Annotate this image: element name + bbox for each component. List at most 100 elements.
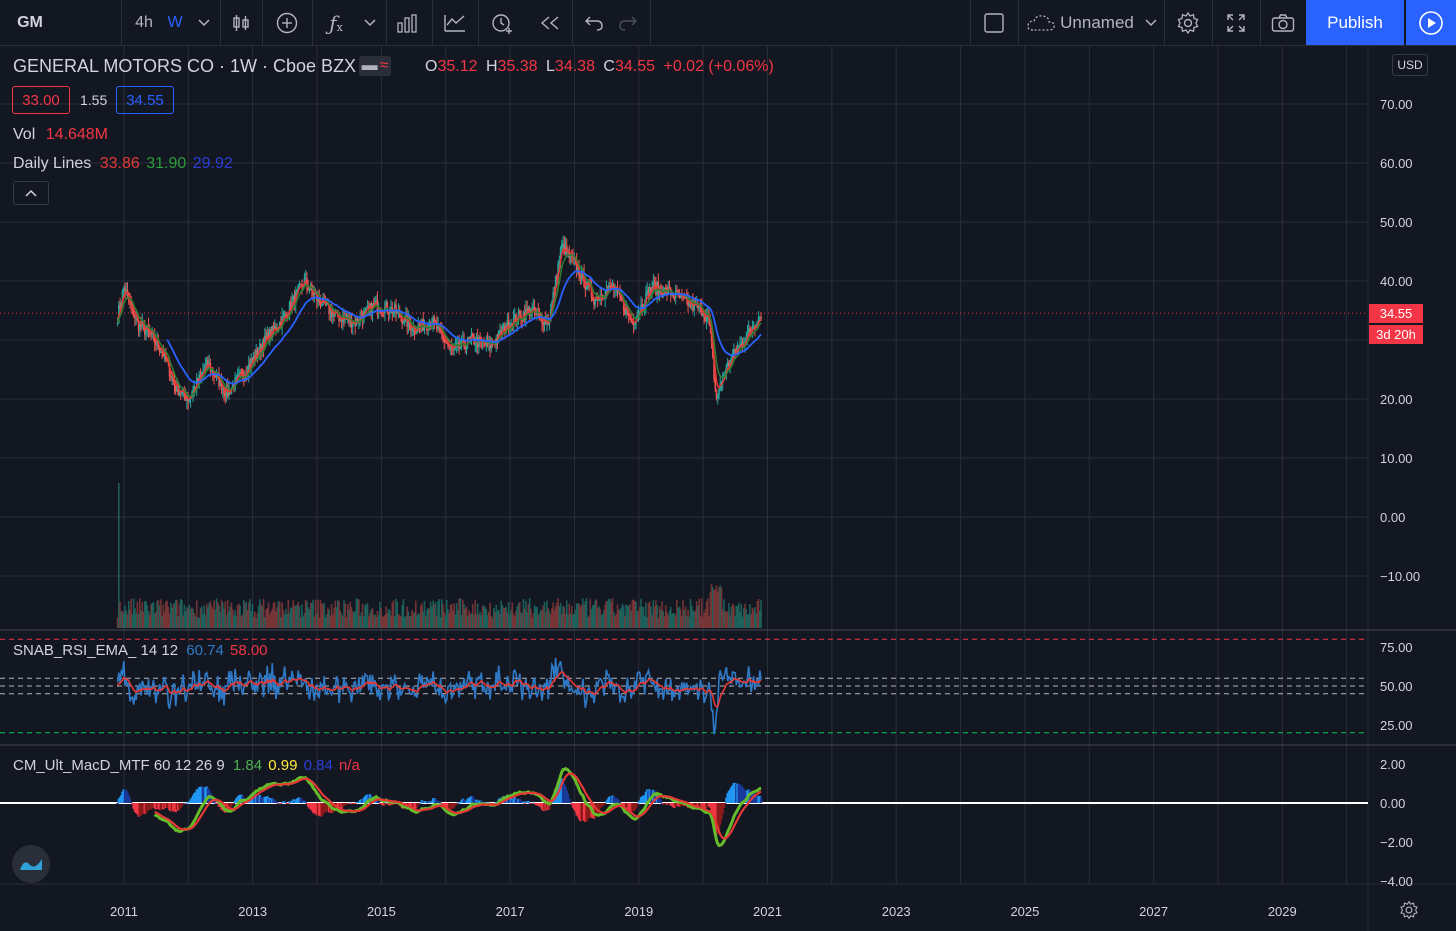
macd-histogram-bar: [146, 803, 149, 811]
candle-body: [436, 323, 438, 330]
chevron-down-icon[interactable]: [1142, 0, 1160, 45]
volume-bar: [392, 600, 395, 628]
volume-bar: [401, 605, 403, 628]
macd-histogram-bar: [443, 803, 446, 808]
candle-body: [693, 301, 696, 311]
macd-histogram-bar: [733, 782, 737, 803]
volume-bar: [122, 613, 125, 628]
interval-w-button[interactable]: W: [167, 13, 183, 31]
candle-body: [704, 316, 707, 321]
candle-body: [386, 302, 389, 313]
candle-body: [591, 297, 594, 301]
candle-body: [173, 380, 176, 386]
macd-histogram-bar: [521, 802, 524, 804]
candle-body: [575, 260, 578, 272]
macd-histogram-bar: [736, 783, 739, 803]
volume-bar: [124, 605, 126, 628]
undo-icon[interactable]: [578, 0, 610, 45]
daily-lines-legend[interactable]: Daily Lines 33.86 31.90 29.92: [13, 155, 233, 173]
volume-bar: [666, 612, 668, 628]
chevron-up-icon: [25, 189, 37, 197]
volume-bar: [662, 611, 665, 628]
currency-button[interactable]: USD: [1392, 54, 1428, 76]
camera-icon[interactable]: [1268, 0, 1298, 45]
play-icon[interactable]: [1406, 0, 1456, 45]
volume-bar: [740, 603, 743, 628]
eye-icon[interactable]: ▬ ≈: [359, 56, 391, 76]
macd-histogram-bar: [227, 803, 231, 810]
volume-bar: [381, 616, 384, 628]
fullscreen-square-icon[interactable]: [980, 0, 1008, 45]
volume-bar: [118, 483, 120, 628]
chevron-down-icon[interactable]: [360, 0, 380, 45]
settings-gear-icon[interactable]: [1399, 900, 1421, 922]
volume-bar: [410, 616, 412, 628]
candle-body: [121, 290, 124, 304]
symbol-search-button[interactable]: GM: [17, 13, 43, 31]
candle-body: [747, 328, 750, 334]
volume-bar: [349, 601, 352, 628]
macd-histogram-bar: [128, 798, 132, 803]
macd-histogram-bar: [613, 797, 617, 803]
chevron-down-icon[interactable]: [194, 0, 214, 45]
bar-chart-icon[interactable]: [392, 0, 422, 45]
redo-icon[interactable]: [612, 0, 644, 45]
macd-histogram-bar: [481, 801, 484, 803]
volume-bar: [655, 600, 657, 628]
fullscreen-icon[interactable]: [1220, 0, 1252, 45]
macd-histogram-bar: [475, 799, 478, 803]
tradingview-logo-icon[interactable]: [12, 845, 50, 883]
macd-histogram-bar: [620, 803, 623, 805]
volume-legend[interactable]: Vol 14.648M: [13, 126, 108, 144]
volume-bar: [463, 604, 465, 628]
macd-histogram-bar: [741, 787, 744, 803]
rsi-legend[interactable]: SNAB_RSI_EMA_ 14 12 60.74 58.00: [13, 642, 268, 659]
volume-bar: [506, 612, 509, 628]
candles-icon[interactable]: [226, 0, 256, 45]
volume-bar: [188, 604, 191, 628]
legend-toggle[interactable]: ▬ ≈: [359, 56, 391, 76]
candle-body: [126, 289, 129, 294]
layout-name-button[interactable]: Unnamed: [1060, 12, 1134, 32]
macd-legend[interactable]: CM_Ult_MacD_MTF 60 12 26 9 1.84 0.99 0.8…: [13, 757, 360, 774]
chart-canvas[interactable]: 70.00 60.00 50.00 40.00 20.00 10.00 0.00 −10.00…: [0, 46, 1456, 931]
volume-bar: [697, 605, 699, 628]
replay-icon[interactable]: [534, 0, 566, 45]
macd-histogram-bar: [384, 802, 388, 804]
volume-bar: [481, 605, 484, 628]
candle-body: [179, 392, 182, 394]
add-indicator-icon[interactable]: [272, 0, 302, 45]
volume-bar: [512, 614, 515, 628]
volume-bar: [568, 603, 571, 628]
macd-histogram-bar: [581, 803, 585, 819]
candle-body: [364, 309, 366, 312]
volume-bar: [457, 610, 459, 628]
macd-pane: [0, 766, 1368, 848]
volume-bar: [729, 615, 731, 628]
volume-bar: [283, 614, 286, 628]
alert-icon[interactable]: [486, 0, 518, 45]
volume-bar: [308, 609, 311, 628]
chart-area[interactable]: 70.00 60.00 50.00 40.00 20.00 10.00 0.00 −10.00…: [0, 46, 1456, 931]
macd-histogram-bar: [160, 803, 164, 810]
macd-histogram-bar: [670, 803, 674, 807]
buy-price-badge[interactable]: 34.55: [116, 86, 174, 114]
macd-histogram-bar: [569, 801, 572, 803]
macd-histogram-bar: [293, 801, 296, 803]
publish-button[interactable]: Publish: [1306, 0, 1404, 45]
macd-histogram-bar: [363, 796, 367, 803]
gear-icon[interactable]: [1172, 0, 1204, 45]
candle-body: [447, 343, 449, 346]
volume-bar: [405, 616, 407, 628]
macd-histogram-bar: [524, 801, 528, 803]
volume-bar: [562, 605, 564, 628]
volume-bar: [282, 610, 285, 628]
collapse-legend-button[interactable]: [13, 181, 49, 205]
volume-bar: [256, 613, 259, 628]
sell-price-badge[interactable]: 33.00: [12, 86, 70, 114]
interval-4h-button[interactable]: 4h: [135, 13, 153, 31]
chart-legend-title[interactable]: GENERAL MOTORS CO · 1W · Cboe BZX: [13, 56, 356, 77]
templates-icon[interactable]: [440, 0, 470, 45]
volume-bar: [224, 601, 227, 628]
